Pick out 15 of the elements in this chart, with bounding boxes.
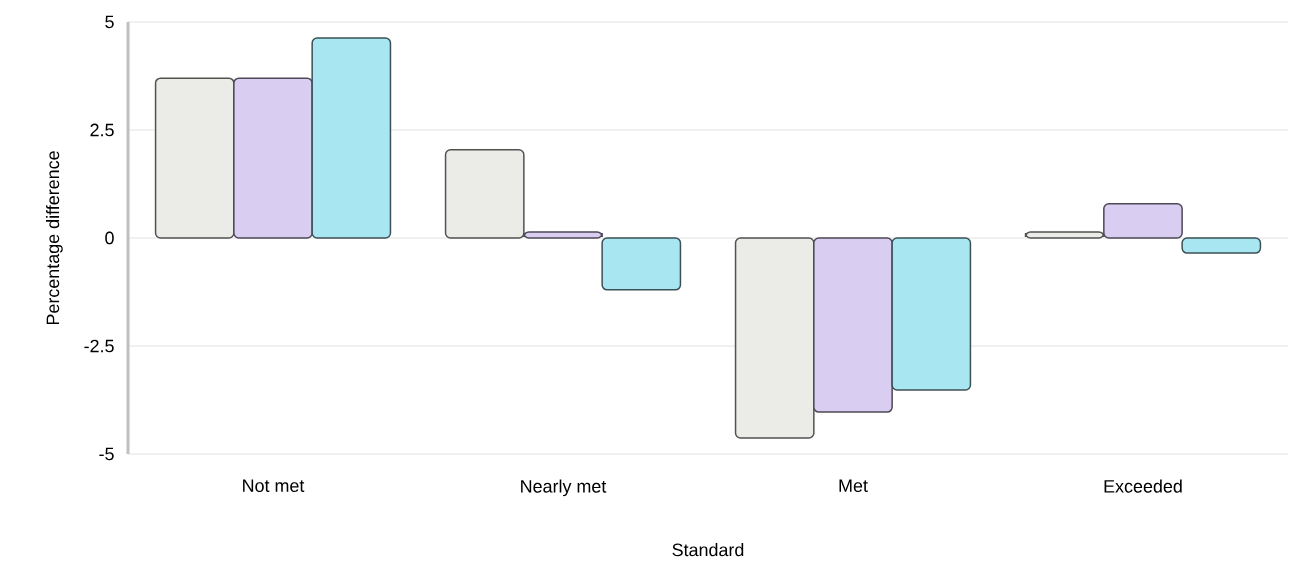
x-tick-label: Exceeded <box>1104 479 1182 493</box>
y-tick-label: -2.5 <box>84 339 114 353</box>
x-tick-label: Nearly met <box>521 479 607 497</box>
bar <box>601 237 682 291</box>
bar <box>891 237 972 391</box>
x-tick-label: Not met <box>243 479 305 493</box>
bar <box>1181 237 1262 254</box>
x-axis-title: Standard <box>672 543 744 557</box>
y-tick-label: 5 <box>105 15 114 29</box>
x-tick-label: Met <box>839 479 868 493</box>
y-tick-label: 0 <box>105 231 114 245</box>
y-tick-label: -5 <box>99 447 114 461</box>
y-axis-title: Percentage difference <box>46 151 63 325</box>
bar <box>311 37 392 239</box>
y-tick-label: 2.5 <box>90 123 114 137</box>
